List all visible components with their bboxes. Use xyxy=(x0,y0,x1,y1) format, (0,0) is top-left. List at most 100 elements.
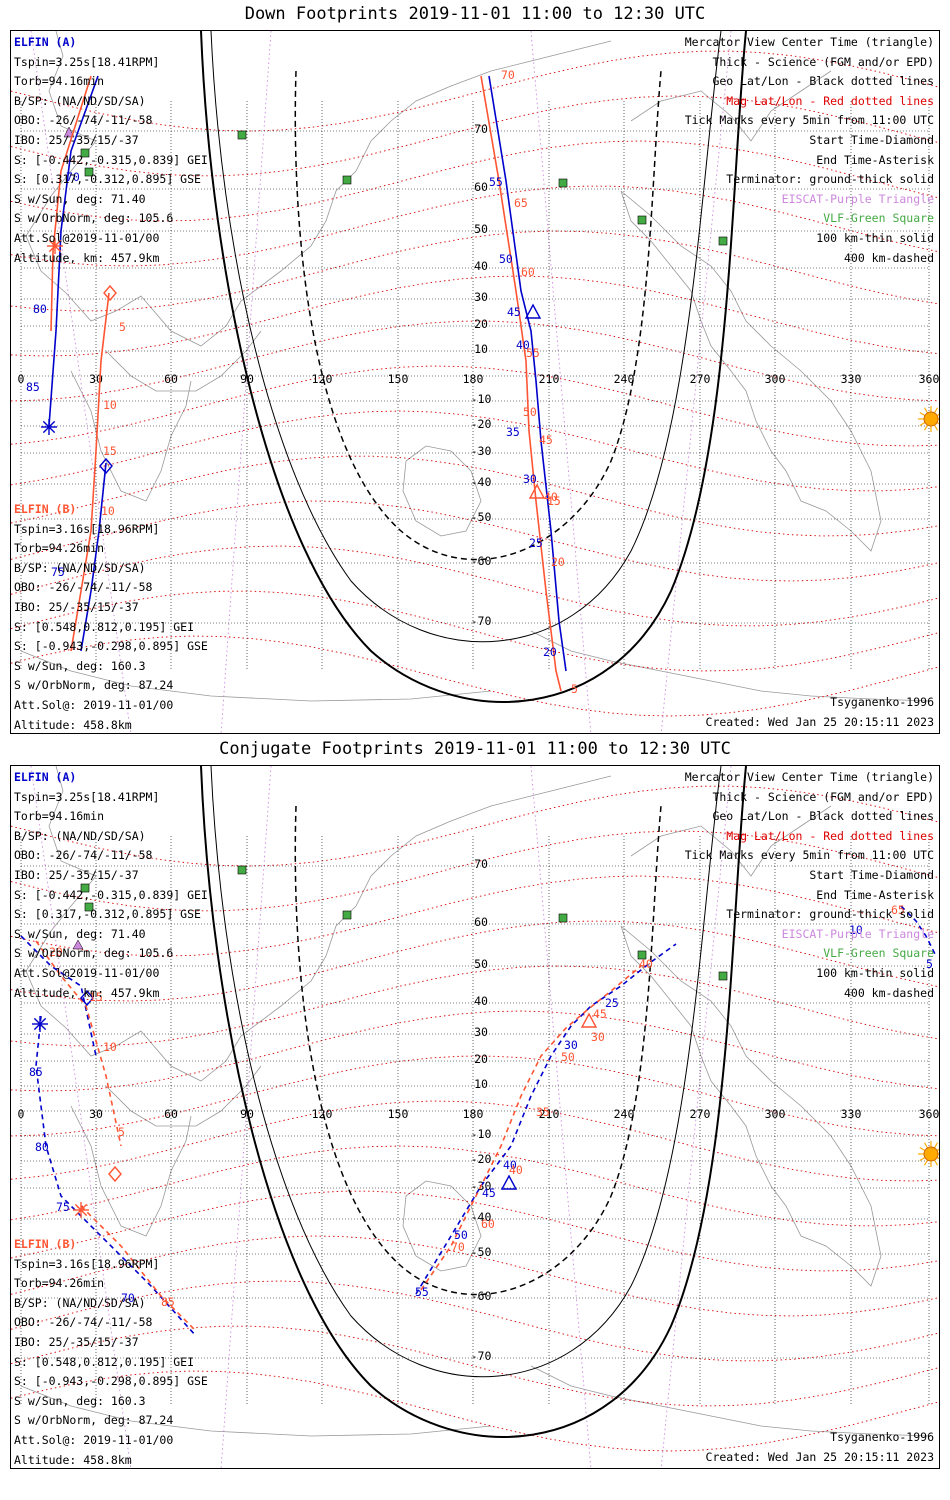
legend-item: 100 km-thin solid xyxy=(816,230,934,245)
elfin-a-track-conj xyxy=(20,935,97,1057)
mag-lat-line xyxy=(11,275,939,357)
elfin-b-line: OBO: -26/-74/-11/-58 xyxy=(14,580,153,595)
lat-label: -30 xyxy=(471,444,492,458)
line-400km xyxy=(294,70,662,561)
center-triangle-icon xyxy=(580,1012,598,1028)
legend-item: Mercator View Center Time (triangle) xyxy=(684,770,934,784)
mag-lon-line xyxy=(530,31,592,733)
elfin-a-tick-label: 35 xyxy=(506,425,520,439)
lat-label: -40 xyxy=(471,475,492,489)
elfin-a-line: S: [-0.442,-0.315,0.839] GEI xyxy=(14,887,208,902)
line-400km xyxy=(294,805,662,1296)
mag-lat-line xyxy=(11,545,939,627)
elfin-a-track-pacific xyxy=(488,75,567,672)
elfin-b-tick-label: 40 xyxy=(544,490,558,504)
coastline xyxy=(630,805,832,877)
elfin-b-tick-label: 70 xyxy=(501,68,515,82)
elfin-a-line: Altitude, km: 457.9km xyxy=(14,250,160,265)
legend-item: 100 km-thin solid xyxy=(816,965,934,980)
mag-lat-line xyxy=(11,635,939,717)
start-diamond-icon xyxy=(108,1165,122,1183)
mag-lat-line xyxy=(11,785,939,867)
elfin-b-tick-label: 45 xyxy=(539,433,553,447)
mag-lat-line xyxy=(11,1325,939,1407)
mag-lat-line xyxy=(11,1190,939,1272)
mag-lon-line xyxy=(660,31,732,733)
coastline xyxy=(70,1105,192,1237)
terminator-line xyxy=(200,766,747,1438)
created-label: Created: Wed Jan 25 20:15:11 2023 xyxy=(705,715,934,729)
legend-item: Geo Lat/Lon - Black dotted lines xyxy=(712,809,934,824)
lon-label: 300 xyxy=(765,372,786,386)
mag-lat-line xyxy=(11,185,939,267)
elfin-a-line: S w/OrbNorm, deg: 105.6 xyxy=(14,946,174,961)
panel-title-down: Down Footprints 2019-11-01 11:00 to 12:3… xyxy=(244,4,706,24)
mag-lat-line xyxy=(11,455,939,537)
start-diamond-icon xyxy=(99,457,113,475)
lon-label: 180 xyxy=(463,372,484,386)
elfin-a-tick-label: 85 xyxy=(26,380,40,394)
lat-label: -40 xyxy=(471,1210,492,1224)
lat-label: 40 xyxy=(474,259,488,273)
elfin-a-line: Altitude, km: 457.9km xyxy=(14,985,160,1000)
legend-item: Start Time-Diamond xyxy=(809,867,934,882)
mag-lat-line xyxy=(11,1055,939,1137)
panel-title-conjugate: Conjugate Footprints 2019-11-01 11:00 to… xyxy=(219,739,731,759)
elfin-b-tick-label: 65 xyxy=(514,196,528,210)
mag-lat-line xyxy=(11,1145,939,1227)
coastline xyxy=(630,70,832,142)
elfin-b-tick-label: 35 xyxy=(536,1105,550,1119)
elfin-a-tick-label: 70 xyxy=(121,1291,135,1305)
elfin-a-line: S w/Sun, deg: 71.40 xyxy=(14,191,146,206)
elfin-a-line: Torb=94.16min xyxy=(14,809,105,824)
legend-item: Mag Lat/Lon - Red dotted lines xyxy=(726,828,934,843)
elfin-a-tick-label: 85 xyxy=(29,1065,43,1079)
legend-item: End Time-Asterisk xyxy=(816,887,934,902)
elfin-b-line: S w/OrbNorm, deg: 87.24 xyxy=(14,1413,174,1428)
vlf-square-icon xyxy=(84,902,94,912)
mag-lat-line xyxy=(11,230,939,312)
elfin-a-line: S w/Sun, deg: 71.40 xyxy=(14,926,146,941)
mag-lat-line xyxy=(11,875,939,957)
elfin-b-tick-label: 15 xyxy=(547,494,561,508)
lat-label: -70 xyxy=(471,614,492,628)
eiscat-triangle-icon xyxy=(72,939,84,950)
elfin-b-track-conj-pacific xyxy=(420,965,642,1291)
elfin-a-tick-label: 30 xyxy=(523,472,537,486)
elfin-a-tick-label: 50 xyxy=(454,1228,468,1242)
mag-lat-line xyxy=(11,830,939,912)
lat-label: 70 xyxy=(474,857,488,871)
lat-label: 20 xyxy=(474,1052,488,1066)
elfin-a-line: B/SP: (NA/ND/SD/SA) xyxy=(14,828,146,843)
center-triangle-icon xyxy=(500,1174,518,1190)
mag-lat-line xyxy=(11,140,939,222)
model-label: Tsyganenko-1996 xyxy=(830,695,934,709)
elfin-b-line: S w/Sun, deg: 160.3 xyxy=(14,658,146,673)
elfin-a-label: ELFIN (A) xyxy=(14,35,77,49)
coastline xyxy=(530,1365,932,1437)
elfin-b-track-south xyxy=(70,292,110,652)
elfin-b-tick-label: 40 xyxy=(509,1163,523,1177)
line-100km xyxy=(210,31,722,643)
elfin-b-line: Tspin=3.16s[18.96RPM] xyxy=(14,1256,160,1271)
elfin-b-line: Torb=94.26min xyxy=(14,1276,105,1291)
mag-lat-line xyxy=(11,410,939,492)
coastline xyxy=(620,190,882,552)
legend-item: Start Time-Diamond xyxy=(809,132,934,147)
lon-label: 360 xyxy=(919,1107,940,1121)
legend-item: Thick - Science (FGM and/or EPD) xyxy=(712,54,934,69)
legend-item: VLF-Green Square xyxy=(823,211,934,226)
created-label: Created: Wed Jan 25 20:15:11 2023 xyxy=(705,1450,934,1464)
elfin-b-line: Altitude: 458.8km xyxy=(14,717,132,732)
elfin-a-info: ELFIN (A) Tspin=3.25s[18.41RPM] Torb=94.… xyxy=(14,33,208,268)
legend-item: EISCAT-Purple Triangle xyxy=(781,191,934,206)
lon-label: 30 xyxy=(89,1107,103,1121)
lat-label: 50 xyxy=(474,957,488,971)
lon-label: 270 xyxy=(690,1107,711,1121)
elfin-b-tick-label: 50 xyxy=(561,1050,575,1064)
lat-label: 30 xyxy=(474,1025,488,1039)
legend-item: Tick Marks every 5min from 11:00 UTC xyxy=(684,848,934,863)
mag-lat-line xyxy=(11,365,939,447)
lat-label: -60 xyxy=(471,1289,492,1303)
lon-label: 180 xyxy=(463,1107,484,1121)
